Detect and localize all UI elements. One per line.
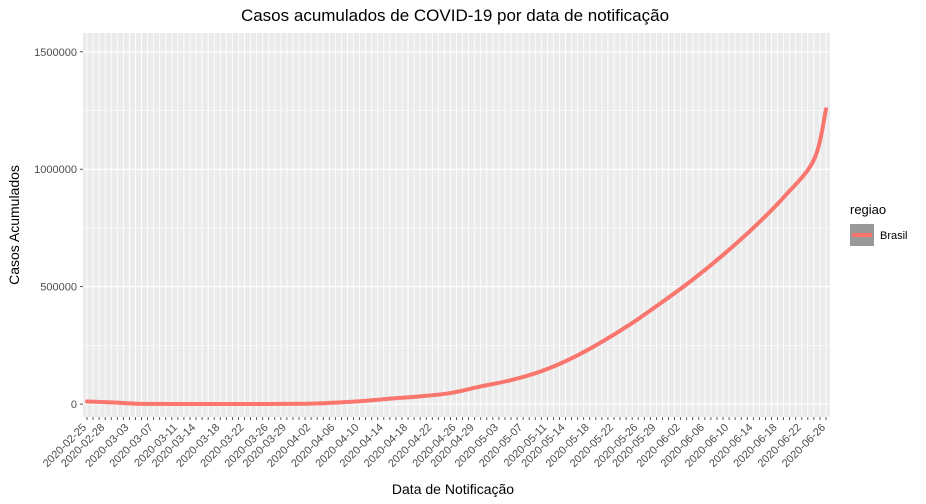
series-line-brasil xyxy=(85,107,828,406)
chart-title: Casos acumulados de COVID-19 por data de… xyxy=(241,6,669,25)
y-tick-label: 1500000 xyxy=(34,47,77,59)
grid-minor xyxy=(83,33,830,417)
x-axis-title: Data de Notificação xyxy=(392,481,514,497)
x-axis: 2020-02-252020-02-282020-03-032020-03-07… xyxy=(41,417,828,470)
legend: regiao Brasil xyxy=(850,202,908,246)
series-layer xyxy=(85,107,828,406)
y-axis-title: Casos Acumulados xyxy=(6,165,22,285)
y-tick-label: 500000 xyxy=(40,282,77,294)
y-tick-label: 0 xyxy=(71,399,77,411)
legend-title: regiao xyxy=(850,202,886,217)
legend-label-brasil: Brasil xyxy=(880,230,908,242)
y-tick-label: 1000000 xyxy=(34,164,77,176)
y-axis: 0 500000 1000000 1500000 xyxy=(34,47,83,411)
